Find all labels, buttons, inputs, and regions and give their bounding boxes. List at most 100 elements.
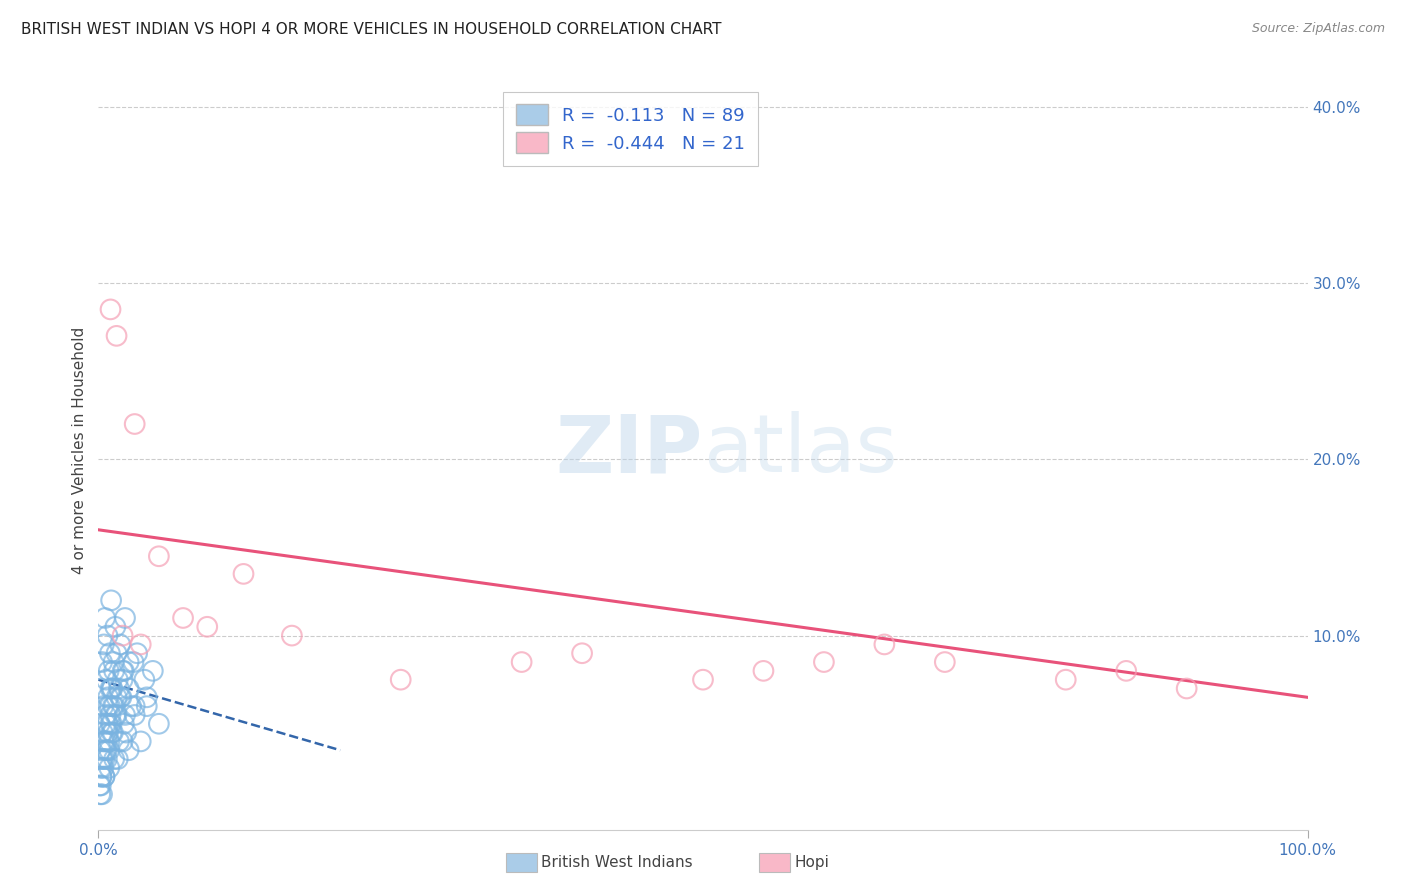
- Point: [104, 708, 127, 723]
- Point: [107, 673, 129, 687]
- Point: [1054, 673, 1077, 687]
- Point: [148, 549, 170, 564]
- Point: [96, 734, 118, 748]
- Point: [1115, 664, 1137, 678]
- Point: [91, 655, 114, 669]
- Point: [120, 699, 142, 714]
- Point: [108, 637, 131, 651]
- Point: [96, 743, 118, 757]
- Point: [118, 743, 141, 757]
- Point: [873, 637, 896, 651]
- Point: [97, 664, 120, 678]
- Point: [118, 681, 141, 696]
- Point: [107, 752, 129, 766]
- Point: [134, 673, 156, 687]
- Point: [124, 699, 146, 714]
- Point: [692, 673, 714, 687]
- Point: [389, 673, 412, 687]
- Point: [98, 734, 121, 748]
- Point: [96, 673, 118, 687]
- Text: Hopi: Hopi: [794, 855, 830, 870]
- Point: [89, 716, 111, 731]
- Point: [129, 637, 152, 651]
- Point: [101, 681, 124, 696]
- Point: [105, 708, 128, 723]
- Point: [93, 770, 115, 784]
- Text: ZIP: ZIP: [555, 411, 703, 490]
- Point: [103, 655, 125, 669]
- Point: [100, 725, 122, 739]
- Point: [91, 787, 114, 801]
- Point: [94, 734, 117, 748]
- Point: [135, 690, 157, 705]
- Point: [98, 761, 121, 775]
- Point: [934, 655, 956, 669]
- Point: [94, 716, 117, 731]
- Point: [105, 329, 128, 343]
- Y-axis label: 4 or more Vehicles in Household: 4 or more Vehicles in Household: [72, 326, 87, 574]
- Point: [112, 716, 135, 731]
- Text: Source: ZipAtlas.com: Source: ZipAtlas.com: [1251, 22, 1385, 36]
- Point: [135, 699, 157, 714]
- Point: [94, 611, 117, 625]
- Point: [89, 743, 111, 757]
- Point: [93, 637, 115, 651]
- Point: [172, 611, 194, 625]
- Point: [96, 716, 118, 731]
- Point: [111, 673, 134, 687]
- Point: [98, 699, 121, 714]
- Point: [91, 752, 114, 766]
- Point: [110, 690, 132, 705]
- Point: [108, 690, 131, 705]
- Point: [91, 725, 114, 739]
- Point: [98, 646, 121, 660]
- Point: [115, 725, 138, 739]
- Point: [98, 743, 121, 757]
- Point: [93, 752, 115, 766]
- Point: [104, 620, 127, 634]
- Point: [281, 629, 304, 643]
- Point: [91, 734, 114, 748]
- Point: [91, 699, 114, 714]
- Point: [124, 417, 146, 431]
- Point: [100, 708, 122, 723]
- Point: [142, 664, 165, 678]
- Point: [89, 779, 111, 793]
- Point: [571, 646, 593, 660]
- Text: BRITISH WEST INDIAN VS HOPI 4 OR MORE VEHICLES IN HOUSEHOLD CORRELATION CHART: BRITISH WEST INDIAN VS HOPI 4 OR MORE VE…: [21, 22, 721, 37]
- Point: [114, 611, 136, 625]
- Point: [111, 629, 134, 643]
- Point: [114, 708, 136, 723]
- Point: [108, 681, 131, 696]
- Point: [105, 690, 128, 705]
- Point: [105, 646, 128, 660]
- Point: [129, 734, 152, 748]
- Point: [752, 664, 775, 678]
- Point: [100, 681, 122, 696]
- Point: [100, 681, 122, 696]
- Point: [1175, 681, 1198, 696]
- Point: [91, 761, 114, 775]
- Point: [96, 629, 118, 643]
- Text: atlas: atlas: [703, 411, 897, 490]
- Point: [100, 716, 122, 731]
- Point: [89, 787, 111, 801]
- Point: [232, 566, 254, 581]
- Point: [91, 752, 114, 766]
- Point: [111, 734, 134, 748]
- Point: [103, 699, 125, 714]
- Point: [111, 664, 134, 678]
- Point: [100, 593, 122, 607]
- Point: [124, 708, 146, 723]
- Legend: R =  -0.113   N = 89, R =  -0.444   N = 21: R = -0.113 N = 89, R = -0.444 N = 21: [503, 92, 758, 166]
- Text: British West Indians: British West Indians: [541, 855, 693, 870]
- Point: [103, 664, 125, 678]
- Point: [90, 770, 112, 784]
- Point: [148, 716, 170, 731]
- Point: [96, 752, 118, 766]
- Point: [510, 655, 533, 669]
- Point: [813, 655, 835, 669]
- Point: [118, 655, 141, 669]
- Point: [97, 699, 120, 714]
- Point: [101, 699, 124, 714]
